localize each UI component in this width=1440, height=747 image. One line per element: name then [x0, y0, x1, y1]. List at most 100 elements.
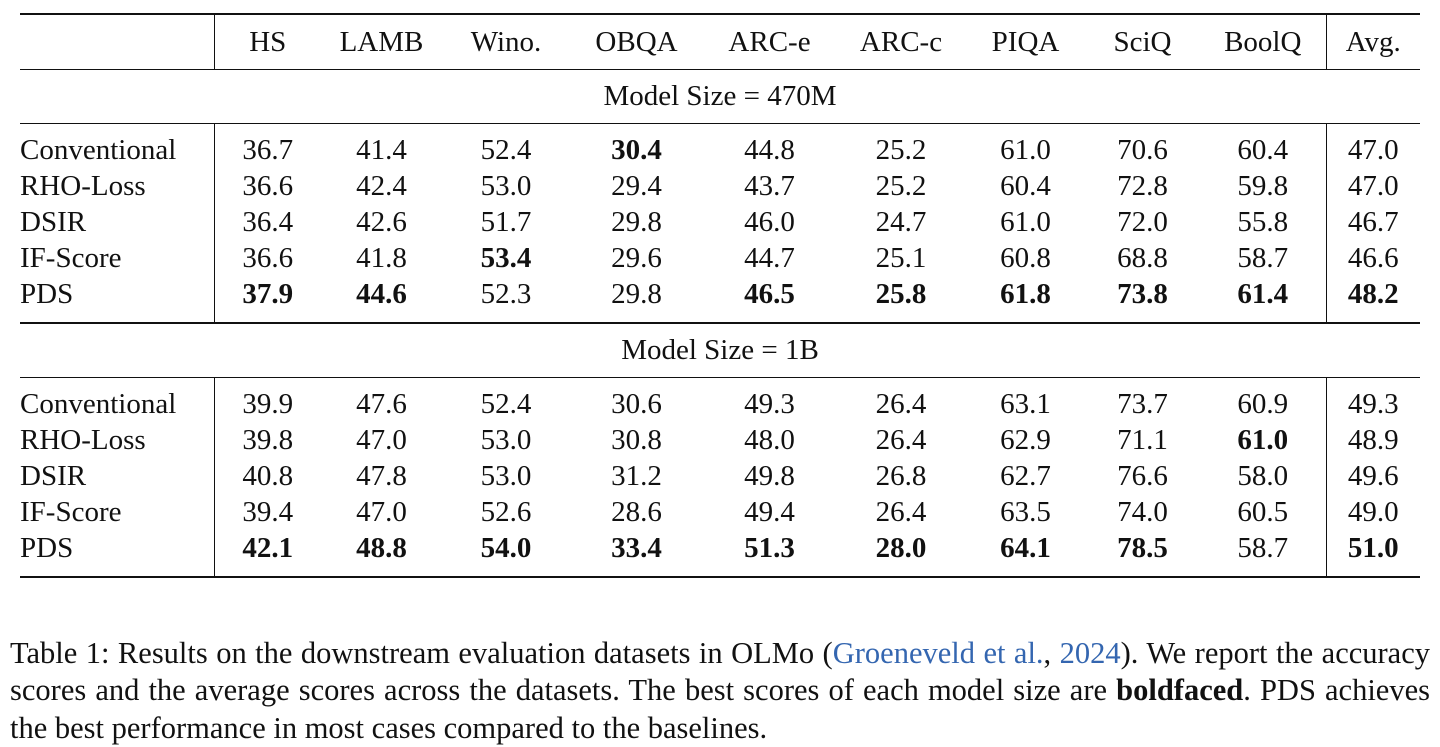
score-cell: 41.4 — [321, 124, 442, 169]
score-cell: 29.4 — [570, 168, 703, 204]
score-cell: 52.6 — [442, 494, 570, 530]
score-cell: 52.4 — [442, 124, 570, 169]
score: 47.8 — [356, 460, 407, 492]
best-score: 46.5 — [744, 278, 795, 310]
score-cell: 26.4 — [836, 422, 966, 458]
score: 39.4 — [242, 496, 293, 528]
score: 72.8 — [1117, 170, 1168, 202]
score: 53.0 — [481, 460, 532, 492]
bold-word: boldfaced — [1116, 673, 1243, 707]
score: 36.4 — [242, 206, 293, 238]
score: 58.7 — [1237, 532, 1288, 564]
score-cell: 48.0 — [703, 422, 836, 458]
column-header: SciQ — [1085, 14, 1200, 70]
score: 49.3 — [744, 388, 795, 420]
score: 42.6 — [356, 206, 407, 238]
best-score: 64.1 — [1000, 532, 1051, 564]
score: 73.7 — [1117, 388, 1168, 420]
score: 47.0 — [1348, 134, 1399, 166]
score: 62.7 — [1000, 460, 1051, 492]
score-cell: 53.4 — [442, 240, 570, 276]
score: 49.3 — [1348, 388, 1399, 420]
score: 63.1 — [1000, 388, 1051, 420]
score-cell: 70.6 — [1085, 124, 1200, 169]
score: 53.0 — [481, 170, 532, 202]
score-cell: 49.0 — [1326, 494, 1420, 530]
best-score: 44.6 — [356, 278, 407, 310]
score: 72.0 — [1117, 206, 1168, 238]
column-header: BoolQ — [1200, 14, 1326, 70]
score-cell: 51.0 — [1326, 530, 1420, 577]
score: 63.5 — [1000, 496, 1051, 528]
best-score: 51.0 — [1348, 532, 1399, 564]
best-score: 30.4 — [611, 134, 662, 166]
score-cell: 25.8 — [836, 276, 966, 323]
method-name: DSIR — [20, 458, 214, 494]
score-cell: 49.6 — [1326, 458, 1420, 494]
column-header: LAMB — [321, 14, 442, 70]
best-score: 61.4 — [1237, 278, 1288, 310]
best-score: 33.4 — [611, 532, 662, 564]
score: 60.4 — [1237, 134, 1288, 166]
score-cell: 52.4 — [442, 378, 570, 423]
score-cell: 74.0 — [1085, 494, 1200, 530]
score-cell: 58.7 — [1200, 240, 1326, 276]
score: 48.0 — [744, 424, 795, 456]
score-cell: 28.0 — [836, 530, 966, 577]
column-header: Wino. — [442, 14, 570, 70]
score-cell: 43.7 — [703, 168, 836, 204]
score-cell: 25.2 — [836, 168, 966, 204]
method-name: IF-Score — [20, 494, 214, 530]
best-score: 28.0 — [876, 532, 927, 564]
score-cell: 42.1 — [214, 530, 321, 577]
score-cell: 73.7 — [1085, 378, 1200, 423]
score-cell: 63.1 — [966, 378, 1085, 423]
score-cell: 59.8 — [1200, 168, 1326, 204]
section-header-row: Model Size = 470M — [20, 70, 1420, 124]
score: 44.7 — [744, 242, 795, 274]
score-cell: 49.3 — [1326, 378, 1420, 423]
score-cell: 58.7 — [1200, 530, 1326, 577]
best-score: 48.2 — [1348, 278, 1399, 310]
best-score: 61.8 — [1000, 278, 1051, 310]
score-cell: 30.4 — [570, 124, 703, 169]
column-header — [20, 14, 214, 70]
score: 52.6 — [481, 496, 532, 528]
score: 60.5 — [1237, 496, 1288, 528]
score-cell: 64.1 — [966, 530, 1085, 577]
best-score: 42.1 — [242, 532, 293, 564]
score: 30.8 — [611, 424, 662, 456]
score: 26.4 — [876, 388, 927, 420]
score-cell: 46.0 — [703, 204, 836, 240]
score-cell: 42.4 — [321, 168, 442, 204]
method-name: RHO-Loss — [20, 422, 214, 458]
score-cell: 55.8 — [1200, 204, 1326, 240]
score: 41.8 — [356, 242, 407, 274]
score-cell: 29.6 — [570, 240, 703, 276]
score-cell: 60.9 — [1200, 378, 1326, 423]
best-score: 53.4 — [481, 242, 532, 274]
citation-author-link[interactable]: Groeneveld et al. — [833, 636, 1044, 670]
column-header: PIQA — [966, 14, 1085, 70]
score-cell: 49.8 — [703, 458, 836, 494]
column-header: Avg. — [1326, 14, 1420, 70]
score-cell: 46.6 — [1326, 240, 1420, 276]
score-cell: 31.2 — [570, 458, 703, 494]
citation-year-link[interactable]: 2024 — [1060, 636, 1121, 670]
score: 47.6 — [356, 388, 407, 420]
score-cell: 72.0 — [1085, 204, 1200, 240]
score: 68.8 — [1117, 242, 1168, 274]
score-cell: 26.8 — [836, 458, 966, 494]
score-cell: 76.6 — [1085, 458, 1200, 494]
score-cell: 53.0 — [442, 168, 570, 204]
score: 46.0 — [744, 206, 795, 238]
best-score: 78.5 — [1117, 532, 1168, 564]
score: 49.0 — [1348, 496, 1399, 528]
score: 29.8 — [611, 278, 662, 310]
score: 51.7 — [481, 206, 532, 238]
